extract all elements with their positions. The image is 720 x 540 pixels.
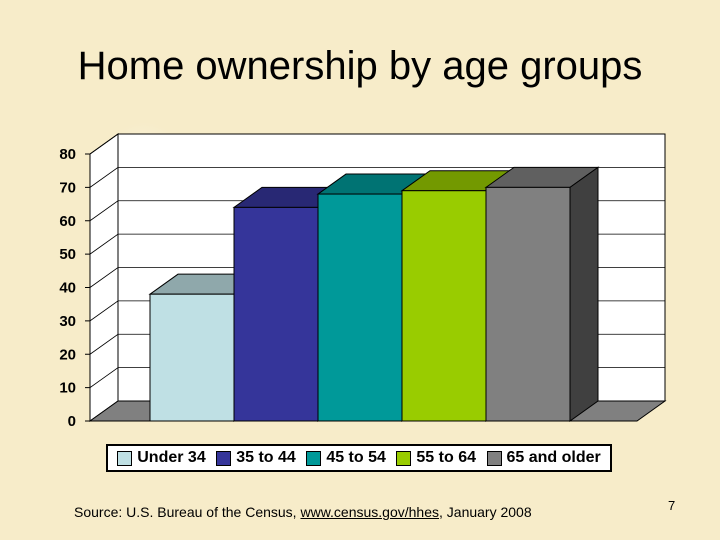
y-tick-label-20: 20 <box>59 346 76 363</box>
legend-item: 45 to 54 <box>306 449 386 467</box>
gridline-70 <box>89 166 665 188</box>
source-link[interactable]: www.census.gov/hhes <box>300 504 439 520</box>
gridline-80 <box>89 133 665 155</box>
legend-item: 35 to 44 <box>216 449 296 467</box>
y-axis <box>85 153 91 422</box>
bar-front <box>485 186 571 422</box>
legend-item: 55 to 64 <box>396 449 476 467</box>
source-note: Source: U.S. Bureau of the Census, www.c… <box>74 504 532 520</box>
legend-swatch <box>486 450 502 466</box>
y-tick-label-60: 60 <box>59 213 76 230</box>
y-tick-label-0: 0 <box>68 413 76 430</box>
y-tick-label-70: 70 <box>59 179 76 196</box>
y-tick-label-80: 80 <box>59 146 76 163</box>
y-tick-label-10: 10 <box>59 380 76 397</box>
legend-swatch <box>306 450 322 466</box>
legend-label: 35 to 44 <box>236 449 296 466</box>
source-prefix: Source: U.S. Bureau of the Census, <box>74 504 301 520</box>
bar-side <box>569 166 599 422</box>
bar-front <box>233 206 319 422</box>
bar-front <box>149 293 235 422</box>
y-tick-label-40: 40 <box>59 280 76 297</box>
legend-label: 65 and older <box>506 449 601 466</box>
y-tick-label-50: 50 <box>59 246 76 263</box>
bars <box>148 166 600 422</box>
source-suffix: , January 2008 <box>439 504 532 520</box>
chart-legend: Under 34 35 to 44 45 to 54 55 to 64 65 and o… <box>106 444 612 472</box>
bar-front <box>317 193 403 422</box>
bar-65-and-older <box>484 166 600 422</box>
legend-item: 65 and older <box>486 449 601 467</box>
legend-swatch <box>216 450 232 466</box>
page-number: 7 <box>668 498 676 513</box>
slide-title: Home ownership by age groups <box>77 44 643 88</box>
y-tick-labels: 0 10 20 30 40 50 60 70 80 <box>59 146 76 430</box>
y-tick-label-30: 30 <box>59 313 76 330</box>
legend-label: 45 to 54 <box>326 449 386 466</box>
legend-label: 55 to 64 <box>416 449 476 466</box>
bar-front <box>401 190 487 422</box>
legend-item: Under 34 <box>117 449 206 467</box>
legend-swatch <box>396 450 412 466</box>
legend-swatch <box>117 450 133 466</box>
legend-label: Under 34 <box>137 449 206 466</box>
